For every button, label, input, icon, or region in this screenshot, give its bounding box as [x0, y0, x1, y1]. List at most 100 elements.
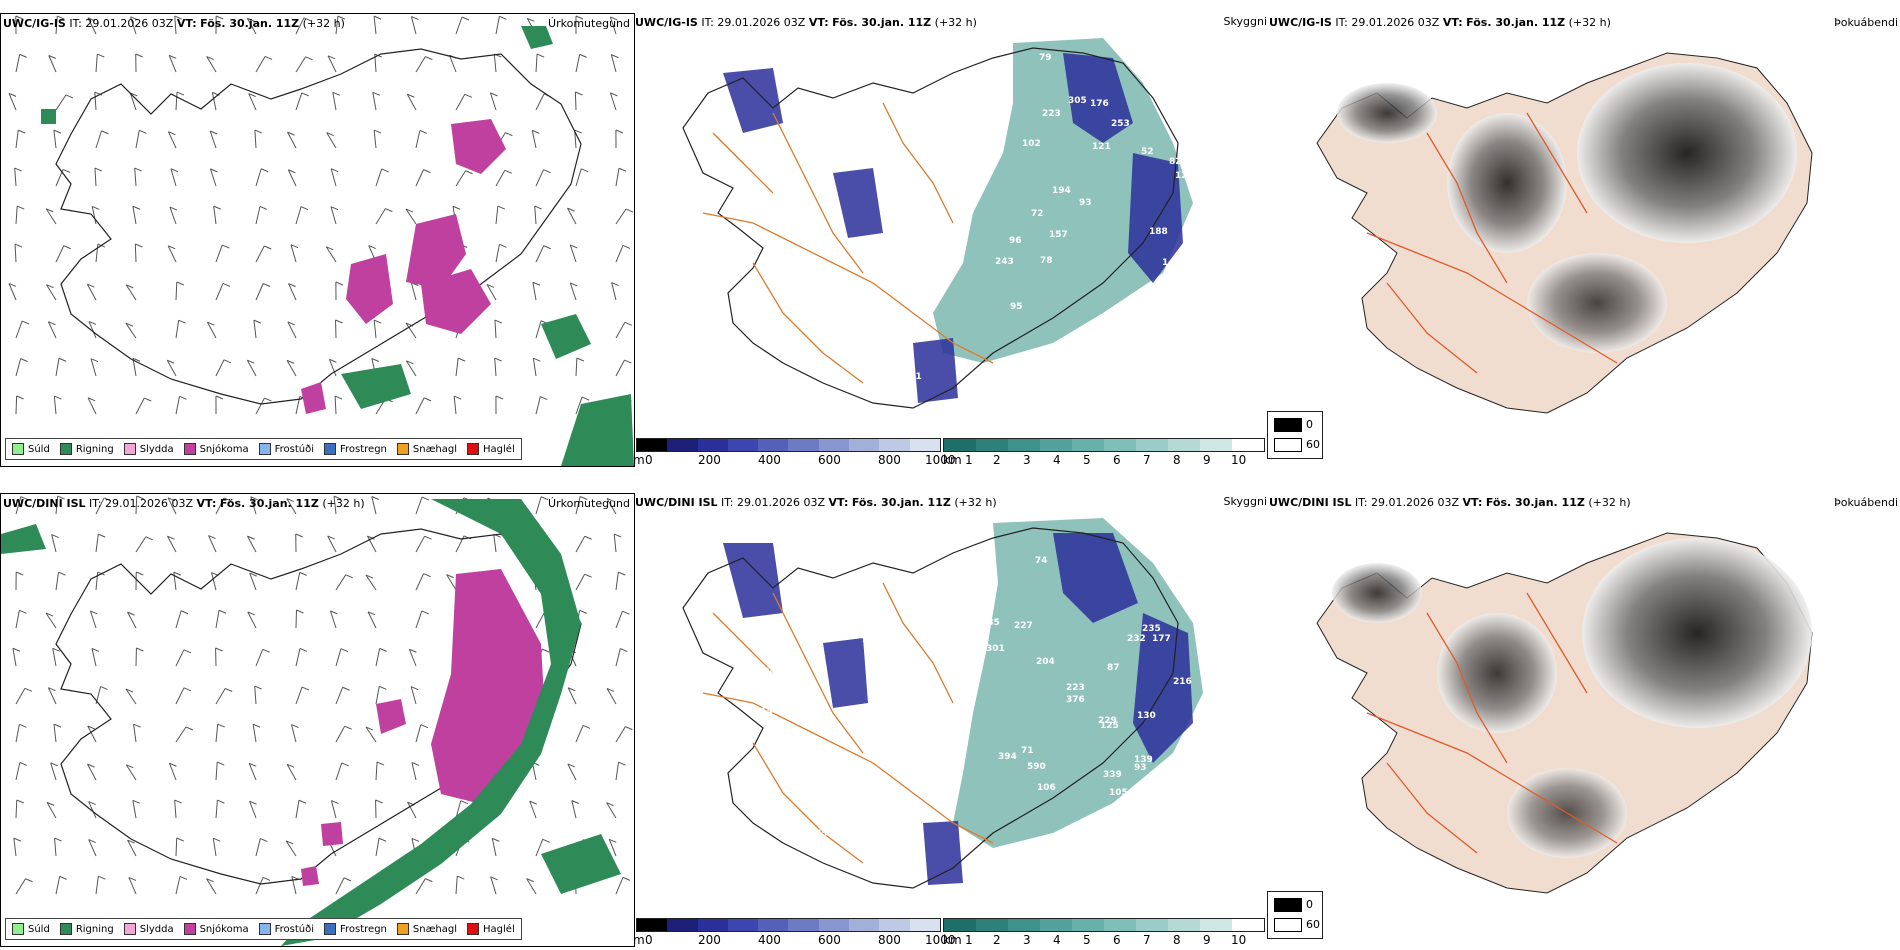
wind-barb	[125, 284, 137, 301]
wind-barb-feather	[385, 208, 393, 213]
wind-barb-feather	[287, 321, 296, 326]
wind-barb-feather	[174, 15, 182, 20]
wind-barb	[335, 16, 339, 35]
wind-barb	[249, 572, 257, 591]
wind-barb	[327, 55, 337, 73]
wind-barb	[287, 131, 297, 149]
wind-barb-feather	[217, 799, 225, 804]
cloud-base-label: 141	[903, 372, 922, 382]
wind-barb-feather	[249, 762, 257, 767]
cloud-base-label: 229	[1098, 716, 1117, 726]
wind-barb-feather	[371, 358, 380, 362]
wind-barb-feather	[379, 685, 387, 690]
wind-barb	[15, 762, 21, 781]
cloud-low-blue	[723, 543, 783, 618]
cloud-tick: 5	[1083, 933, 1091, 945]
wind-barb	[455, 800, 462, 819]
wind-barb	[15, 610, 20, 629]
wind-barb-feather	[286, 498, 294, 503]
cloud-base-label: 95	[849, 323, 862, 333]
cloud-base-label: 223	[1042, 109, 1061, 119]
wind-barb-feather	[543, 245, 551, 250]
wind-barb-feather	[57, 495, 65, 500]
wind-barb	[415, 56, 426, 73]
wind-barb	[327, 535, 337, 553]
legend-item: Slydda	[123, 923, 174, 935]
legend-item: Frostúði	[258, 923, 314, 935]
wind-barb	[14, 243, 17, 263]
wind-barb	[285, 840, 297, 857]
wind-barb	[167, 131, 177, 149]
wind-barb	[372, 92, 377, 111]
wind-barb-feather	[505, 132, 513, 137]
roads	[1366, 112, 1618, 374]
cloud-base-label: 235	[1142, 624, 1161, 634]
wind-barb	[535, 320, 542, 339]
wind-barb-feather	[423, 573, 431, 578]
wind-barb	[48, 55, 57, 73]
cloud-base-label: 185	[981, 618, 1000, 628]
wind-barb-feather	[532, 281, 541, 286]
wind-barb	[534, 206, 537, 225]
wind-barb	[129, 92, 137, 111]
wind-barb-feather	[213, 205, 221, 210]
wind-barb	[13, 838, 17, 857]
cloud-base-label: 188	[1149, 227, 1168, 237]
wind-barb-feather	[299, 647, 308, 652]
wind-barb-feather	[543, 169, 551, 174]
wind-barb-feather	[615, 129, 624, 134]
wind-barb-feather	[262, 876, 271, 881]
wind-barb	[493, 54, 497, 73]
legend-swatch	[12, 443, 24, 455]
wind-barb	[295, 800, 300, 819]
wind-barb	[335, 687, 344, 705]
wind-barb	[14, 168, 17, 187]
wind-barb	[95, 497, 105, 515]
wind-barb-feather	[286, 359, 295, 364]
wind-barb-feather	[411, 761, 420, 766]
wind-barb-feather	[378, 837, 387, 842]
wind-barb	[615, 168, 620, 187]
wind-barb	[332, 92, 337, 111]
wind-barb	[567, 763, 577, 781]
wind-barb	[575, 54, 581, 73]
wind-barb-feather	[21, 320, 30, 325]
wind-barb-feather	[167, 359, 175, 364]
wind-barb	[575, 357, 578, 377]
wind-barb-feather	[581, 168, 589, 173]
fog-swatch-black	[1274, 898, 1302, 912]
wind-barb-feather	[286, 763, 295, 768]
wind-barb	[608, 839, 617, 857]
cloud-tick: 8	[1173, 933, 1181, 945]
wind-barb-feather	[260, 168, 269, 173]
wind-barb	[53, 130, 57, 149]
wind-barb	[211, 92, 217, 111]
wind-barb	[295, 92, 303, 111]
wind-barb-feather	[568, 687, 576, 692]
cloud-base-label: 102	[1022, 139, 1041, 149]
wind-barb	[373, 130, 377, 149]
wind-barb	[125, 764, 137, 781]
wind-barb-feather	[136, 647, 144, 652]
legend-swatch	[467, 443, 480, 455]
wind-barb	[410, 282, 417, 301]
wind-barb-feather	[20, 496, 29, 501]
fog-dark-area	[1437, 613, 1557, 733]
wind-barb-feather	[490, 92, 498, 97]
wind-barb-feather	[407, 93, 415, 98]
wind-barb-feather	[183, 687, 192, 692]
wind-barb-feather	[16, 205, 25, 210]
legend-swatch	[324, 443, 336, 455]
wind-barb-feather	[169, 206, 178, 211]
wind-barb	[15, 358, 22, 377]
wind-barb	[405, 322, 417, 339]
wind-barb-feather	[291, 724, 299, 729]
wind-barb	[446, 574, 457, 591]
wind-barb	[89, 610, 97, 629]
cloud-map-top: 223 82 253 126 194 271 157 189 144 132 102 188 52 78 2…	[682, 38, 1194, 409]
precip-map-top	[8, 15, 634, 466]
cloud-base-label: 204	[1036, 657, 1055, 667]
wind-barb	[12, 648, 17, 667]
wind-barb-feather	[342, 686, 350, 691]
wind-barb	[128, 877, 137, 895]
